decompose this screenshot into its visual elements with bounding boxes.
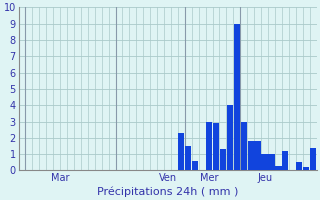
Bar: [185, 146, 191, 170]
Bar: [254, 141, 261, 170]
Bar: [296, 162, 302, 170]
Bar: [248, 141, 254, 170]
Bar: [227, 105, 233, 170]
Bar: [261, 154, 268, 170]
Bar: [220, 149, 226, 170]
Bar: [178, 133, 185, 170]
Bar: [234, 24, 240, 170]
Bar: [275, 166, 282, 170]
Bar: [213, 123, 219, 170]
Bar: [206, 122, 212, 170]
Bar: [241, 122, 247, 170]
X-axis label: Précipitations 24h ( mm ): Précipitations 24h ( mm ): [97, 186, 238, 197]
Bar: [268, 154, 275, 170]
Bar: [303, 167, 309, 170]
Bar: [282, 151, 288, 170]
Bar: [192, 161, 198, 170]
Bar: [310, 148, 316, 170]
